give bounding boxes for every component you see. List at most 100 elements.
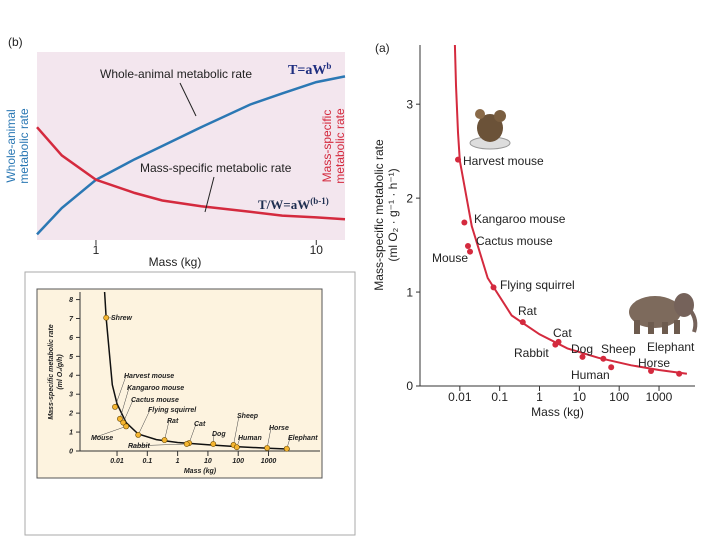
y-axis-label: (ml O₂ · g⁻¹ · h⁻¹) <box>386 168 400 261</box>
fit-curve <box>453 44 688 375</box>
panel-label: (a) <box>375 41 390 55</box>
data-point <box>161 437 168 443</box>
point-label: Human <box>238 435 262 442</box>
data-point <box>461 219 468 226</box>
data-point <box>464 243 471 250</box>
y-tick-label: 1 <box>69 430 73 437</box>
data-point <box>552 341 559 348</box>
line-series <box>36 75 346 236</box>
data-point <box>608 364 615 371</box>
data-point <box>519 319 526 326</box>
y-axis-label: Whole-animal <box>4 109 18 182</box>
point-label: Horse <box>269 425 289 432</box>
data-point <box>264 445 271 451</box>
panel-b-background <box>37 52 345 240</box>
point-label: Rat <box>518 304 537 318</box>
point-label: Cat <box>194 421 206 428</box>
x-tick-label: 0.01 <box>110 458 124 465</box>
y-tick-label: 2 <box>406 191 413 205</box>
y2-axis-label: metabolic rate <box>333 108 347 184</box>
point-label: Flying squirrel <box>148 407 197 414</box>
data-point <box>648 367 655 374</box>
leader-line <box>204 176 215 213</box>
annotation-text: T/W=aW <box>258 197 310 212</box>
mouse-icon <box>469 109 511 150</box>
x-tick-label: 0.01 <box>448 390 472 404</box>
x-tick-label: 1 <box>93 243 100 257</box>
point-label: Dog <box>571 342 593 356</box>
data-point <box>120 419 127 426</box>
y-tick-label: 0 <box>406 379 413 393</box>
data-point <box>103 314 110 321</box>
x-tick-label: 1 <box>176 458 180 465</box>
point-label: Kangaroo mouse <box>127 385 184 392</box>
data-point <box>490 284 497 291</box>
x-tick-label: 10 <box>310 243 324 257</box>
point-label: Flying squirrel <box>500 278 575 292</box>
data-point <box>600 355 607 362</box>
data-point <box>283 445 290 452</box>
y-tick-label: 2 <box>68 411 73 418</box>
data-point <box>117 415 123 422</box>
point-label: Dog <box>212 431 226 438</box>
panel-label: (b) <box>8 35 23 49</box>
data-point <box>112 403 118 410</box>
line-series <box>36 126 346 221</box>
annotation-sup: b <box>326 61 331 71</box>
inset-background <box>36 288 323 479</box>
point-label: Horse <box>638 356 670 370</box>
x-axis-label: Mass (kg) <box>531 405 584 419</box>
point-label: Elephant <box>288 435 318 442</box>
data-point <box>676 370 683 377</box>
series-label: Whole-animal metabolic rate <box>100 67 252 81</box>
fit-curve <box>103 291 290 450</box>
point-label: Harvest mouse <box>463 154 544 168</box>
y-tick-label: 6 <box>69 335 73 342</box>
y-tick-label: 4 <box>68 373 73 380</box>
y2-axis-label: Mass-specific <box>320 110 334 183</box>
y-axis-label: Mass-specific metabolic rate <box>48 324 55 419</box>
data-point <box>455 156 462 163</box>
point-label: Mouse <box>91 435 113 442</box>
leader-line <box>137 409 151 436</box>
y-axis-label: (ml O₂/g/h) <box>57 354 64 390</box>
point-label: Sheep <box>601 342 636 356</box>
x-tick-label: 0.1 <box>491 390 508 404</box>
y-tick-label: 1 <box>406 285 413 299</box>
leader-line <box>164 420 170 441</box>
point-label: Mouse <box>432 251 468 265</box>
leader-line <box>179 82 197 117</box>
series-label: Mass-specific metabolic rate <box>140 161 292 175</box>
point-label: Rabbit <box>514 346 549 360</box>
point-label: Elephant <box>647 340 695 354</box>
leader-line <box>92 426 127 439</box>
point-label: Cat <box>553 326 572 340</box>
leader-line <box>188 423 197 444</box>
leader-line <box>122 399 134 423</box>
x-axis-label: Mass (kg) <box>184 468 217 475</box>
x-axis-label: Mass (kg) <box>149 255 202 269</box>
data-point <box>467 248 474 255</box>
annotation-text: T=aW <box>288 63 326 78</box>
data-point <box>183 441 190 447</box>
point-label: Sheep <box>237 413 259 420</box>
leader-line <box>129 443 187 447</box>
leader-line <box>233 415 240 445</box>
x-tick-label: 100 <box>232 458 244 465</box>
x-tick-label: 100 <box>609 390 629 404</box>
point-label: Rabbit <box>128 443 150 450</box>
data-point <box>135 432 142 438</box>
y-tick-label: 5 <box>69 354 73 361</box>
data-point <box>123 423 130 430</box>
y-tick-label: 3 <box>69 392 73 399</box>
elephant-icon <box>629 293 698 334</box>
point-label: Shrew <box>111 315 133 322</box>
data-point <box>579 353 586 360</box>
annotation: T/W=aW(b-1) <box>258 196 329 212</box>
point-label: Harvest mouse <box>124 373 174 380</box>
y-axis-label: metabolic rate <box>17 108 31 184</box>
leader-line <box>266 427 272 449</box>
y-axis-label: Mass-specific metabolic rate <box>372 139 386 291</box>
x-tick-label: 0.1 <box>142 458 152 465</box>
x-tick-label: 10 <box>204 458 212 465</box>
